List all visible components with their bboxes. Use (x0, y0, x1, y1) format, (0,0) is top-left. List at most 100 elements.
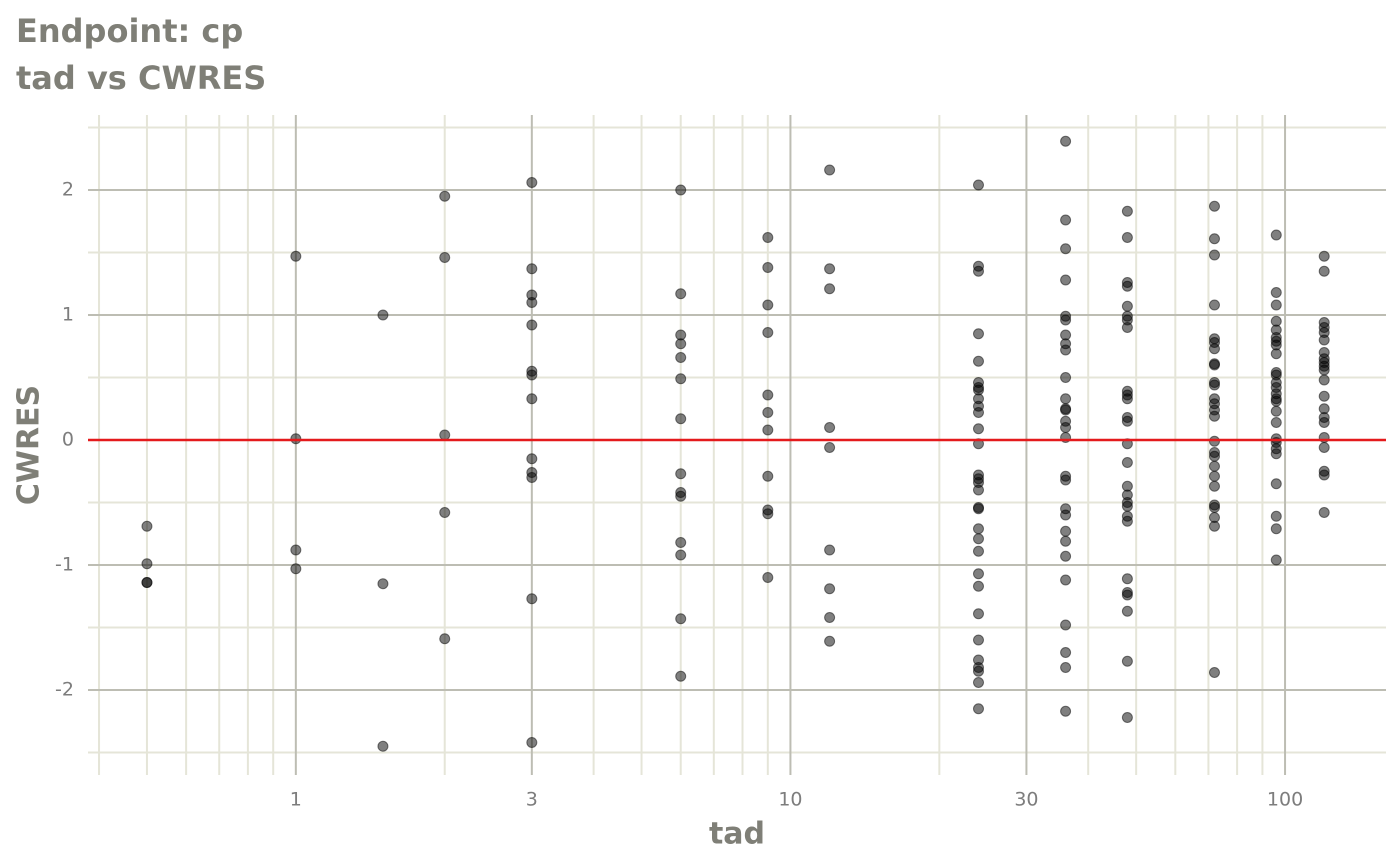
point (824, 442, 836, 453)
point (290, 544, 302, 556)
point (1060, 647, 1072, 658)
point (1121, 515, 1133, 527)
point (762, 299, 774, 311)
point (1060, 314, 1072, 326)
point (972, 665, 984, 677)
point (824, 422, 836, 433)
point (1270, 448, 1282, 460)
point (675, 537, 687, 548)
point (1121, 300, 1133, 312)
point (1318, 417, 1330, 428)
point (526, 453, 538, 465)
point (377, 309, 389, 321)
point (1318, 507, 1330, 518)
point (972, 634, 984, 646)
point (1208, 299, 1220, 311)
point (526, 737, 538, 748)
point (824, 283, 836, 295)
point (972, 423, 984, 435)
point (972, 568, 984, 580)
point (141, 558, 153, 570)
point (1060, 243, 1072, 255)
point (1060, 619, 1072, 631)
point (1270, 405, 1282, 417)
point (1208, 502, 1220, 513)
point (1208, 343, 1220, 355)
point (675, 352, 687, 363)
point (1270, 478, 1282, 490)
point (1060, 474, 1072, 486)
point (290, 250, 302, 262)
x-tick-label: 3 (526, 789, 538, 811)
point (1121, 655, 1133, 667)
point (972, 545, 984, 557)
point (1121, 232, 1133, 243)
point (1060, 574, 1072, 586)
point (1270, 229, 1282, 241)
x-tick-label: 1 (290, 789, 302, 811)
point (1121, 500, 1133, 512)
point (1318, 265, 1330, 277)
point (762, 572, 774, 583)
point (1318, 442, 1330, 453)
point (1270, 287, 1282, 298)
point (972, 328, 984, 340)
point (1208, 359, 1220, 371)
point (1121, 322, 1133, 333)
point (526, 263, 538, 275)
point (1270, 554, 1282, 566)
point (972, 265, 984, 277)
point (972, 580, 984, 592)
point (1121, 589, 1133, 601)
point (824, 164, 836, 176)
point (526, 369, 538, 381)
point (1208, 450, 1220, 462)
point (1270, 417, 1282, 428)
point (439, 633, 451, 645)
points (141, 135, 1330, 752)
point (1208, 460, 1220, 472)
point (1208, 233, 1220, 245)
point (675, 413, 687, 425)
x-axis-title: tad (709, 817, 765, 852)
chart-title: Endpoint: cp (16, 12, 243, 50)
point (526, 472, 538, 483)
point (972, 523, 984, 535)
point (1270, 299, 1282, 311)
point (1121, 457, 1133, 468)
point (972, 608, 984, 620)
point (1060, 535, 1072, 547)
y-tick-label: -2 (55, 679, 74, 701)
y-axis-title: CWRES (12, 385, 47, 505)
point (1318, 250, 1330, 262)
point (972, 677, 984, 688)
point (1318, 390, 1330, 402)
point (675, 468, 687, 480)
point (1060, 274, 1072, 286)
point (762, 327, 774, 338)
point (972, 503, 984, 515)
x-tick-label: 100 (1267, 789, 1303, 811)
point (1318, 374, 1330, 386)
point (1060, 509, 1072, 521)
point (675, 549, 687, 561)
point (824, 583, 836, 595)
point (141, 520, 153, 532)
y-tick-label: -1 (55, 554, 74, 576)
point (1208, 249, 1220, 261)
point (824, 612, 836, 623)
point (675, 373, 687, 385)
point (377, 578, 389, 590)
point (1060, 705, 1072, 717)
point (1208, 480, 1220, 492)
point (526, 593, 538, 605)
point (526, 177, 538, 188)
point (675, 670, 687, 682)
point (1270, 510, 1282, 522)
y-tick-label: 0 (62, 429, 74, 451)
point (1060, 372, 1072, 383)
point (439, 429, 451, 441)
point (1208, 200, 1220, 212)
point (972, 407, 984, 418)
